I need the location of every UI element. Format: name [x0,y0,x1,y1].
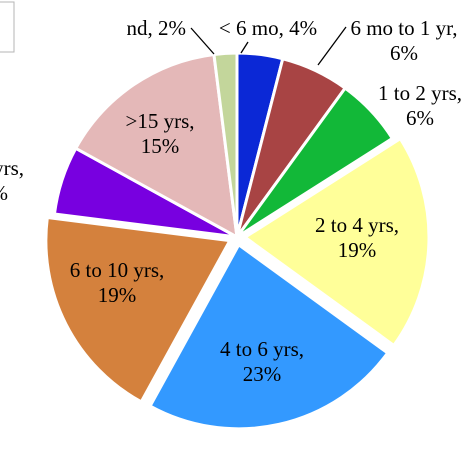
data-label-value-1-to-2-yrs: 6% [406,106,434,130]
pie-slice-6-to-10-yrs [44,216,232,404]
data-label-15-yrs: >15 yrs, [125,109,194,133]
leader-line-6-mo-to-1-yr [317,26,347,66]
data-label-value-2-to-4-yrs: 19% [338,238,377,262]
data-label-6-to-10-yrs: 6 to 10 yrs, [70,258,165,282]
data-label-6-mo: < 6 mo, 4% [219,16,317,40]
data-label-value-4-to-6-yrs: 23% [243,362,282,386]
data-label-2-to-4-yrs: 2 to 4 yrs, [315,213,399,237]
data-label-value-5-yrs: 6% [0,181,8,205]
data-label-5-yrs: 5 yrs, [0,156,24,180]
pie-slice-2-to-4-yrs [243,137,431,347]
data-label-value-6-mo-to-1-yr: 6% [390,41,418,65]
data-label-1-to-2-yrs: 1 to 2 yrs, [378,81,462,105]
pie-slice-1-to-2-yrs [235,86,394,239]
data-label-value-15-yrs: 15% [141,134,180,158]
legend-box [0,1,15,53]
leader-line-nd [190,27,215,55]
data-label-nd: nd, 2% [127,16,187,40]
pie-slice-nd [212,51,239,239]
data-label-6-mo-to-1-yr: 6 mo to 1 yr, [350,16,457,40]
leader-line-6-mo [240,41,249,54]
pie-slice-15-yrs [74,52,239,239]
pie-slice-4-to-6-yrs [148,243,390,431]
data-label-4-to-6-yrs: 4 to 6 yrs, [220,337,304,361]
data-label-value-6-to-10-yrs: 19% [98,283,137,307]
